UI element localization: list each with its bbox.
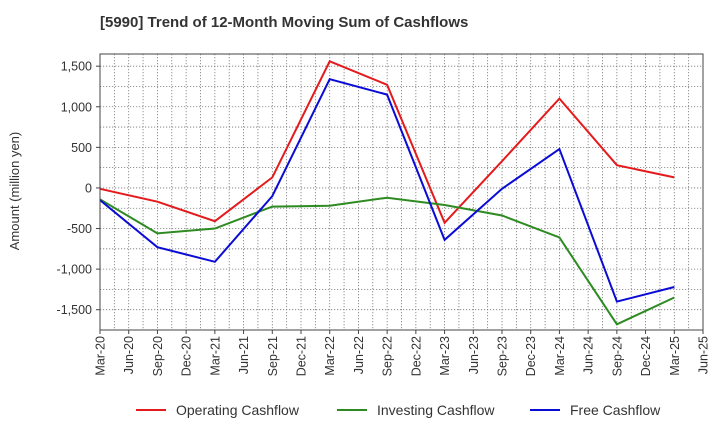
y-tick-label: -1,000 (57, 263, 92, 277)
x-tick-label: Jun-22 (352, 336, 366, 374)
y-tick-labels: 1,500 1,000 500 0 -500 -1,000 -1,500 (57, 60, 93, 318)
x-tick-label: Mar-23 (438, 336, 452, 376)
x-tick-labels: Mar-20 Jun-20 Sep-20 Dec-20 Mar-21 Jun-21 Sep-… (94, 336, 711, 376)
legend-swatch (136, 409, 166, 411)
y-tick-label: -1,500 (57, 303, 92, 317)
x-tick-label: Mar-20 (94, 336, 108, 376)
x-tick-label: Mar-25 (668, 336, 682, 376)
x-tick-label: Sep-20 (151, 336, 165, 376)
legend-label: Investing Cashflow (377, 402, 495, 418)
axes (96, 53, 704, 334)
x-tick-label: Sep-22 (381, 336, 395, 376)
x-tick-label: Sep-24 (610, 336, 624, 376)
y-tick-label: 1,000 (61, 100, 92, 114)
x-tick-label: Mar-21 (208, 336, 222, 376)
x-tick-label: Mar-24 (553, 336, 567, 376)
y-tick-label: 0 (85, 181, 92, 195)
series-line-operating-cashflow (99, 60, 675, 225)
legend-swatch (337, 409, 367, 411)
series-lines (99, 60, 675, 326)
chart-title: [5990] Trend of 12-Month Moving Sum of C… (100, 14, 469, 31)
y-tick-label: 500 (71, 141, 92, 155)
chart-legend: Operating Cashflow Investing Cashflow Free… (0, 402, 720, 426)
x-tick-label: Mar-22 (323, 336, 337, 376)
x-tick-label: Dec-24 (639, 336, 653, 376)
plot-area-frame (99, 53, 704, 331)
legend-item-operating-cashflow: Operating Cashflow (136, 402, 299, 418)
x-tick-label: Jun-21 (237, 336, 251, 374)
y-tick-label: 1,500 (61, 60, 92, 74)
x-tick-label: Jun-25 (697, 336, 711, 374)
series-line-free-cashflow (99, 78, 675, 303)
x-tick-label: Dec-21 (295, 336, 309, 376)
y-axis-label: Amount (million yen) (7, 132, 22, 251)
grid-lines (100, 54, 703, 330)
x-tick-label: Dec-22 (409, 336, 423, 376)
x-tick-label: Jun-20 (122, 336, 136, 374)
x-tick-label: Jun-23 (467, 336, 481, 374)
x-tick-label: Dec-23 (524, 336, 538, 376)
y-tick-label: -500 (67, 222, 92, 236)
legend-label: Operating Cashflow (176, 402, 299, 418)
x-tick-label: Dec-20 (180, 336, 194, 376)
legend-item-free-cashflow: Free Cashflow (530, 402, 660, 418)
x-tick-label: Sep-23 (496, 336, 510, 376)
series-line-investing-cashflow (99, 196, 675, 326)
x-tick-label: Sep-21 (266, 336, 280, 376)
legend-label: Free Cashflow (570, 402, 661, 418)
x-tick-label: Jun-24 (582, 336, 596, 374)
legend-swatch (530, 409, 560, 411)
legend-item-investing-cashflow: Investing Cashflow (337, 402, 495, 418)
